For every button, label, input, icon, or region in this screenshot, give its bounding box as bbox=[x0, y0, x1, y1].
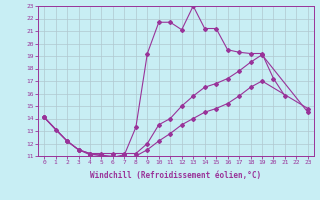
X-axis label: Windchill (Refroidissement éolien,°C): Windchill (Refroidissement éolien,°C) bbox=[91, 171, 261, 180]
